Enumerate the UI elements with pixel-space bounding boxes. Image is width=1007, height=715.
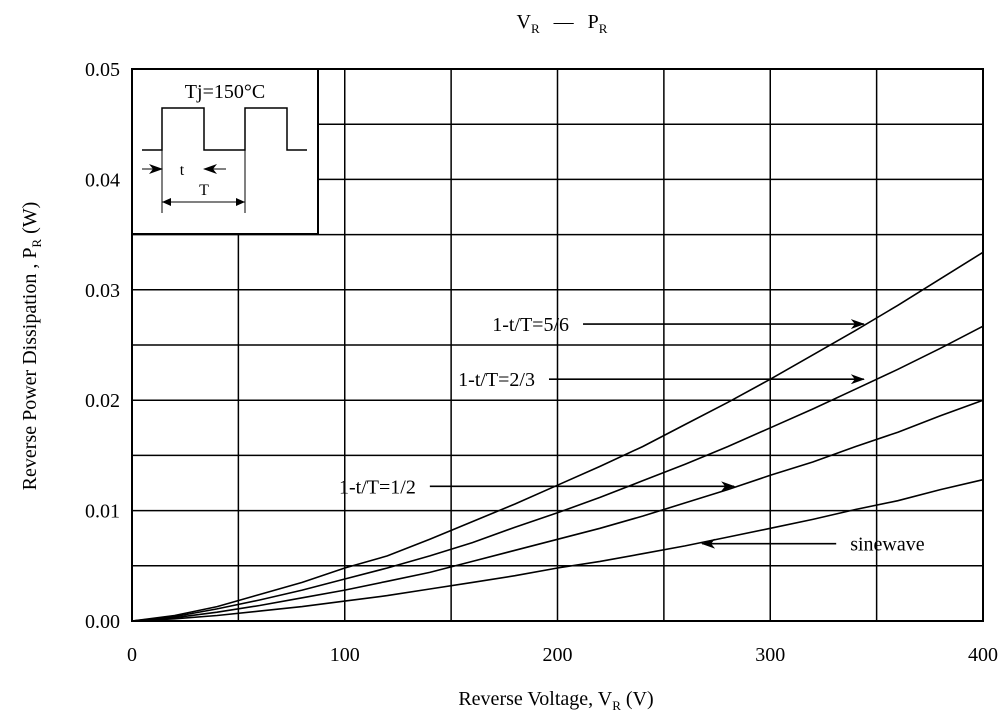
y-tick-label: 0.00 — [85, 611, 120, 633]
annotations: 1-t/T=5/6 1-t/T=2/3 1-t/T=1/2 sinewave — [339, 314, 925, 556]
chart-title: VR — PR — [517, 11, 608, 36]
T-arrow-left-head — [162, 198, 171, 206]
inset-temperature-label: Tj=150°C — [185, 81, 265, 103]
x-tick-label: 300 — [755, 644, 785, 666]
series-label: 1-t/T=1/2 — [339, 476, 416, 498]
y-tick-label: 0.03 — [85, 280, 120, 302]
inset-box — [131, 68, 319, 235]
series-label: 1-t/T=5/6 — [492, 314, 569, 336]
timing-inset: Tj=150°C t T — [131, 68, 319, 235]
series-line — [131, 251, 984, 622]
y-tick-label: 0.05 — [85, 59, 120, 81]
y-axis-label: Reverse Power Dissipation , PR (W) — [19, 202, 44, 491]
series-lines — [131, 251, 984, 622]
y-tick-label: 0.04 — [85, 169, 120, 191]
series-label: sinewave — [850, 534, 925, 556]
y-tick-label: 0.02 — [85, 390, 120, 412]
pulse-waveform — [142, 107, 307, 151]
x-tick-label: 200 — [543, 644, 573, 666]
x-tick-label: 100 — [330, 644, 360, 666]
plot-frame — [131, 68, 984, 622]
series-line — [131, 325, 984, 622]
grid — [131, 68, 984, 622]
series-line — [131, 478, 984, 622]
inset-t-label: t — [180, 162, 185, 179]
inset-T-label: T — [199, 182, 209, 199]
tick-labels: 0 100 200 300 400 0.00 0.01 0.02 0.03 0.04 0.05 — [85, 59, 998, 666]
T-arrow-right-head — [236, 198, 245, 206]
x-tick-label: 400 — [968, 644, 998, 666]
series-label: 1-t/T=2/3 — [458, 369, 535, 391]
x-axis-label: Reverse Voltage, VR (V) — [458, 688, 653, 713]
y-tick-label: 0.01 — [85, 501, 120, 523]
x-tick-label: 0 — [127, 644, 137, 666]
series-line — [131, 399, 984, 622]
